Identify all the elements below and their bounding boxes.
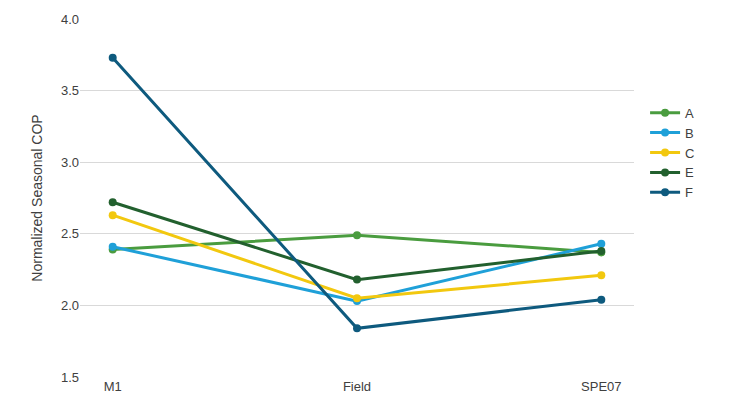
svg-text:2.0: 2.0: [61, 298, 79, 313]
svg-text:B: B: [685, 126, 694, 141]
svg-text:M1: M1: [104, 379, 122, 394]
svg-text:4.0: 4.0: [61, 12, 79, 27]
svg-text:SPE07: SPE07: [581, 379, 621, 394]
svg-text:Normalized Seasonal COP: Normalized Seasonal COP: [29, 114, 45, 281]
svg-text:Field: Field: [343, 379, 371, 394]
svg-text:3.5: 3.5: [61, 83, 79, 98]
svg-text:2.5: 2.5: [61, 226, 79, 241]
svg-text:C: C: [685, 146, 694, 161]
svg-text:F: F: [685, 185, 693, 200]
svg-text:A: A: [685, 106, 694, 121]
svg-text:3.0: 3.0: [61, 155, 79, 170]
svg-text:E: E: [685, 165, 694, 180]
svg-text:1.5: 1.5: [61, 370, 79, 385]
